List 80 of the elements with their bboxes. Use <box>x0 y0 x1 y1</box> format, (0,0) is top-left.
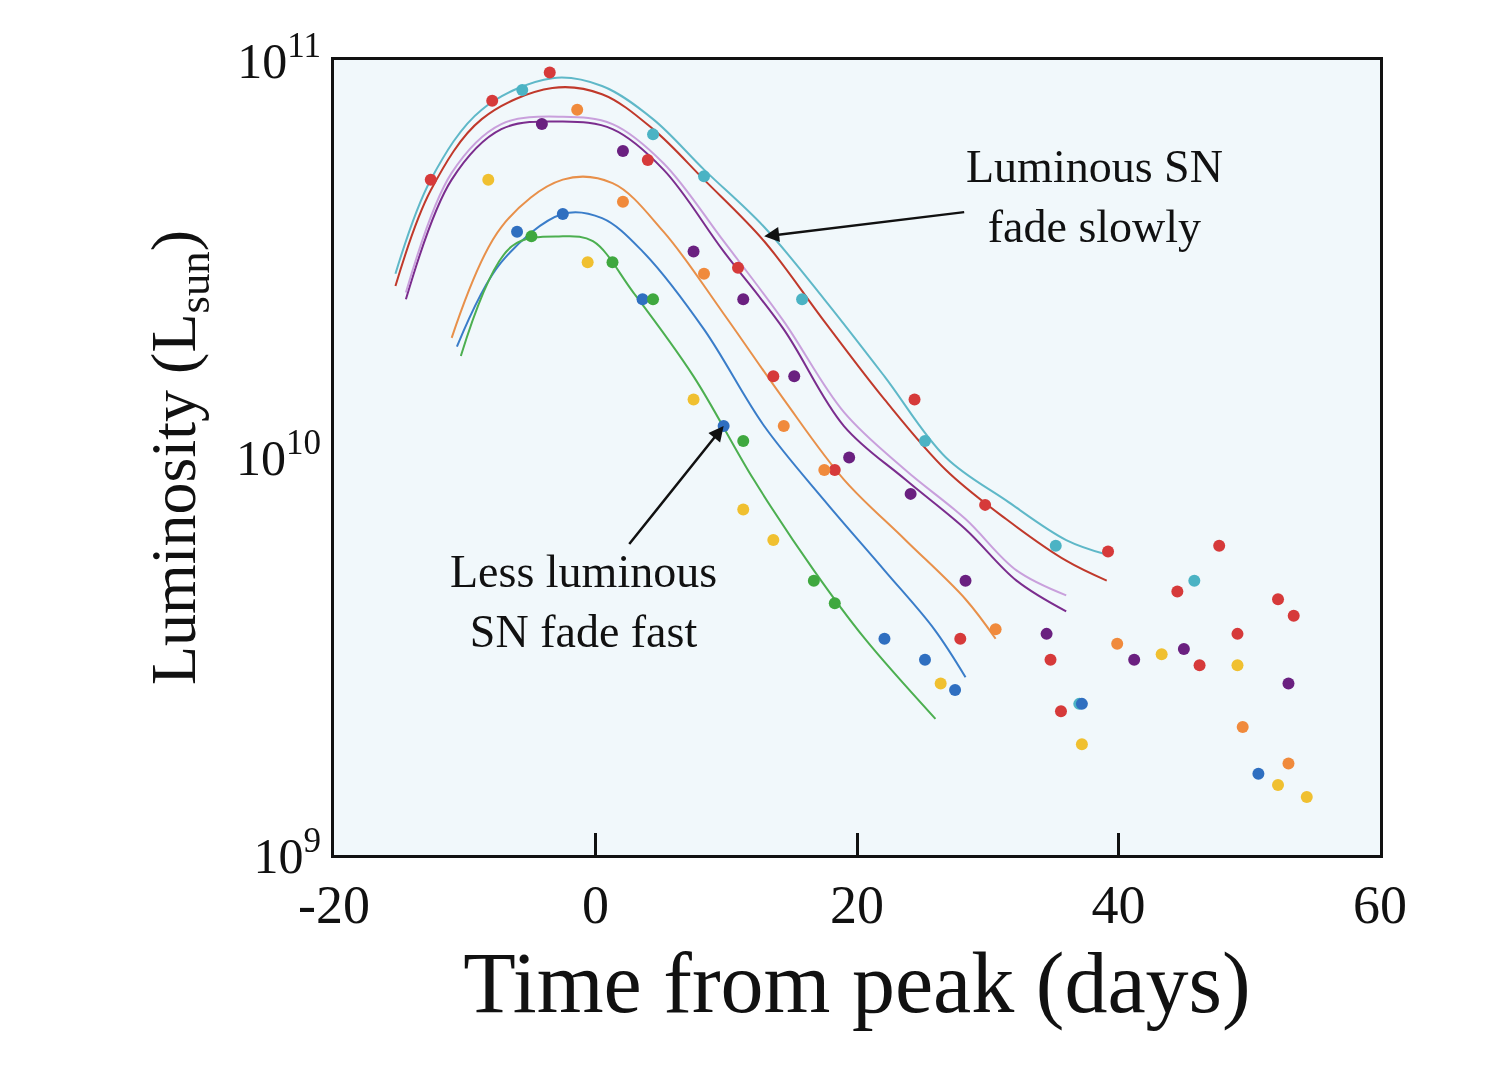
point <box>511 225 524 238</box>
point <box>698 267 711 280</box>
point <box>616 145 629 158</box>
x-tick-label: 0 <box>582 874 609 935</box>
point <box>1044 653 1057 666</box>
point <box>1252 767 1265 780</box>
point <box>737 293 750 306</box>
point <box>1272 593 1285 606</box>
point <box>647 128 660 141</box>
point <box>979 498 992 511</box>
point <box>796 293 809 306</box>
point <box>777 420 790 433</box>
y-tick-label: 10$^{10}$ <box>236 423 321 486</box>
x-axis-title: Time from peak (days) <box>463 934 1251 1031</box>
annotation: Luminous SN fade slowly <box>966 141 1223 252</box>
point <box>878 632 891 645</box>
point <box>934 677 947 690</box>
point <box>807 574 820 587</box>
x-tick-label: 60 <box>1353 874 1407 935</box>
point <box>788 370 801 383</box>
point <box>949 684 962 697</box>
point <box>1155 648 1168 661</box>
point <box>698 170 711 183</box>
point <box>737 435 750 448</box>
point <box>525 230 538 243</box>
annotation: Less luminous SN fade fast <box>450 546 718 657</box>
point <box>1231 627 1244 640</box>
point <box>767 534 780 547</box>
point <box>959 574 972 587</box>
point <box>1102 545 1115 558</box>
point <box>647 293 660 306</box>
point <box>1171 585 1184 598</box>
point <box>1193 659 1206 672</box>
point <box>687 245 700 258</box>
point <box>556 207 569 220</box>
point <box>732 261 745 274</box>
point <box>1231 659 1244 672</box>
point <box>1188 574 1201 587</box>
x-tick-label: 40 <box>1091 874 1146 935</box>
point <box>1282 677 1295 690</box>
point <box>516 84 529 97</box>
point <box>616 195 629 208</box>
point <box>424 173 437 186</box>
point <box>1177 642 1190 655</box>
point <box>737 503 750 516</box>
point <box>989 623 1002 636</box>
point <box>571 103 584 116</box>
point <box>535 118 548 131</box>
point <box>1054 705 1067 718</box>
point <box>828 464 841 477</box>
point <box>1040 627 1053 640</box>
point <box>687 393 700 406</box>
point <box>1236 720 1249 733</box>
point <box>1300 790 1313 803</box>
point <box>1213 539 1226 552</box>
point <box>919 653 931 666</box>
x-tick-label: 20 <box>830 874 884 935</box>
point <box>482 173 495 186</box>
point <box>486 94 499 107</box>
point <box>581 256 594 269</box>
y-tick-label: 10$^{11}$ <box>237 25 321 89</box>
point <box>828 597 841 610</box>
point <box>1111 637 1124 650</box>
point <box>606 256 619 269</box>
point <box>818 464 831 477</box>
point <box>1049 539 1062 552</box>
point <box>1128 653 1141 666</box>
point <box>919 435 931 448</box>
point <box>767 370 780 383</box>
point <box>1272 779 1285 791</box>
point <box>1075 738 1088 751</box>
point <box>636 293 649 306</box>
point <box>843 451 856 464</box>
point <box>908 393 921 406</box>
point <box>954 632 967 645</box>
point <box>1287 609 1300 622</box>
point <box>641 154 654 167</box>
point <box>1282 757 1295 770</box>
point <box>904 487 917 500</box>
point <box>543 66 556 79</box>
